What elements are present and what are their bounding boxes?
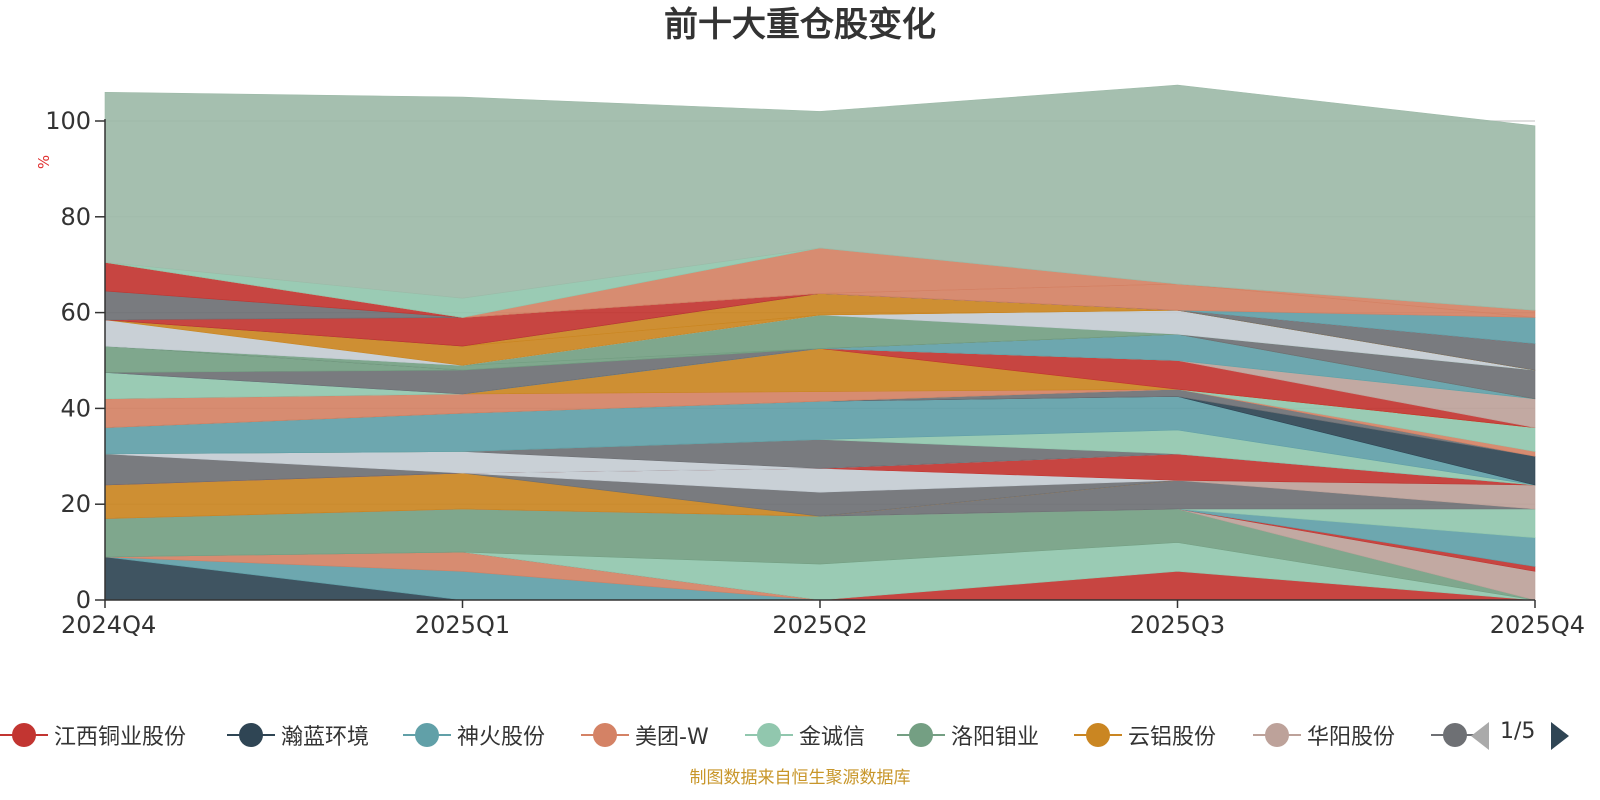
legend-page-indicator: 1/5 (1500, 719, 1536, 744)
legend-label: 神火股份 (457, 725, 546, 750)
legend-dot (909, 723, 933, 747)
series-area-49[interactable] (104, 84, 1536, 311)
legend-item[interactable]: 云铝股份 (1074, 713, 1216, 757)
legend-marker-icon (1074, 713, 1122, 757)
legend-marker-icon (1431, 713, 1479, 757)
legend-item[interactable]: 金诚信 (745, 713, 865, 757)
y-tick-label: 100 (45, 107, 91, 135)
legend-label: 美团-W (635, 725, 709, 750)
legend-label: 华阳股份 (1307, 725, 1396, 750)
legend-label: 洛阳钼业 (951, 725, 1040, 750)
stacked-areas (104, 84, 1536, 601)
legend-label: 江西铜业股份 (54, 725, 187, 750)
legend-marker-icon (745, 713, 793, 757)
legend-label: 金诚信 (799, 725, 866, 750)
tick-labels: 0 20 40 60 80 100 2024Q4 2025Q1 2025Q2 2025Q3 2025… (45, 107, 1585, 639)
legend-item[interactable] (1431, 713, 1485, 757)
legend-item[interactable]: 瀚蓝环境 (227, 713, 369, 757)
y-tick-label: 0 (76, 586, 91, 614)
legend-dot (1265, 723, 1289, 747)
legend-marker-icon (227, 713, 275, 757)
y-tick-label: 40 (60, 394, 91, 422)
y-tick-label: 20 (60, 490, 91, 518)
legend-dot (1443, 723, 1467, 747)
legend-marker-icon (0, 713, 48, 757)
legend-dot (593, 723, 617, 747)
arrow-right-icon[interactable] (1551, 722, 1569, 750)
y-tick-label: 60 (60, 299, 91, 327)
chart-title: 前十大重仓股变化 (664, 5, 936, 45)
arrow-left-icon[interactable] (1471, 722, 1489, 750)
legend: 江西铜业股份 瀚蓝环境 神火股份 美团-W 金诚信 洛阳钼业 云铝股份 华阳股份 1/5 (0, 713, 1600, 757)
x-tick-label: 2025Q1 (415, 611, 510, 639)
legend-marker-icon (1253, 713, 1301, 757)
x-tick-label: 2024Q4 (61, 611, 156, 639)
legend-label: 云铝股份 (1128, 725, 1217, 750)
legend-dot (12, 723, 36, 747)
legend-item[interactable]: 美团-W (581, 713, 709, 757)
legend-item[interactable]: 华阳股份 (1253, 713, 1395, 757)
legend-marker-icon (403, 713, 451, 757)
legend-dot (757, 723, 781, 747)
legend-dot (415, 723, 439, 747)
axes (95, 119, 1536, 608)
source-note: 制图数据来自恒生聚源数据库 (689, 768, 911, 788)
legend-dot (1086, 723, 1110, 747)
legend-dot (239, 723, 263, 747)
x-tick-label: 2025Q4 (1490, 611, 1585, 639)
legend-label: 瀚蓝环境 (281, 725, 370, 750)
legend-item[interactable]: 江西铜业股份 (0, 713, 186, 757)
x-tick-label: 2025Q2 (772, 611, 867, 639)
x-tick-label: 2025Q3 (1130, 611, 1225, 639)
legend-item[interactable]: 洛阳钼业 (897, 713, 1039, 757)
legend-item[interactable]: 神火股份 (403, 713, 545, 757)
y-tick-label: 80 (60, 203, 91, 231)
y-axis-unit-label: % (35, 155, 53, 169)
legend-marker-icon (581, 713, 629, 757)
legend-marker-icon (897, 713, 945, 757)
